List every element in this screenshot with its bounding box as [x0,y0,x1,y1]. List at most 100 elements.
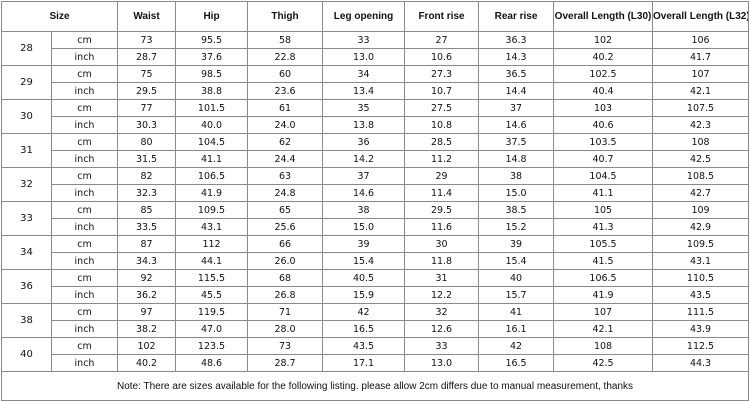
value-cell: 38.2 [117,320,177,338]
value-cell: 41.1 [553,184,654,202]
value-cell: 38.5 [478,201,555,219]
column-header: Leg opening [322,1,406,32]
value-cell: 37.5 [478,133,555,151]
value-cell: 47.0 [175,320,249,338]
value-cell: 66 [247,235,324,253]
value-cell: 16.5 [478,354,555,372]
unit-cell: cm [50,167,119,185]
value-cell: 11.2 [404,150,480,168]
value-cell: 33 [404,337,480,355]
value-cell: 15.4 [322,252,406,270]
value-cell: 12.2 [404,286,480,304]
value-cell: 11.8 [404,252,480,270]
value-cell: 107 [652,65,750,83]
value-cell: 13.0 [404,354,480,372]
table-row: 32 cm 82 106.5 63 37 29 38 104.5 108.5 [1,167,750,202]
unit-cell: inch [50,320,119,338]
value-cell: 45.5 [175,286,249,304]
value-cell: 41.9 [175,184,249,202]
value-cell: 103.5 [553,133,654,151]
value-cell: 40 [478,269,555,287]
value-cell: 109.5 [175,201,249,219]
value-cell: 22.8 [247,48,324,66]
value-cell: 77 [117,99,177,117]
value-cell: 14.6 [322,184,406,202]
table-row: inch 36.2 45.5 26.8 15.9 12.2 15.7 41.9 43.5 [2,286,750,304]
value-cell: 39 [322,235,406,253]
value-cell: 14.4 [478,82,555,100]
table-body: 28 cm 73 95.5 58 33 27 36.3 102 106 inch 28.7 37.6 22… [0,31,750,401]
value-cell: 40.7 [553,150,654,168]
value-cell: 41.7 [652,48,750,66]
value-cell: 48.6 [175,354,249,372]
value-cell: 87 [117,235,177,253]
value-cell: 104.5 [175,133,249,151]
value-cell: 41 [478,303,555,321]
unit-cell: inch [50,150,119,168]
value-cell: 12.6 [404,320,480,338]
value-cell: 28.7 [247,354,324,372]
value-cell: 42 [322,303,406,321]
value-cell: 107.5 [652,99,750,117]
value-cell: 14.3 [478,48,555,66]
value-cell: 28.7 [117,48,177,66]
table-row: inch 30.3 40.0 24.0 13.8 10.8 14.6 40.6 42.3 [2,116,750,134]
value-cell: 112.5 [652,337,750,355]
value-cell: 34.3 [117,252,177,270]
column-header: Rear rise [478,1,555,32]
unit-cell: cm [50,337,119,355]
value-cell: 14.8 [478,150,555,168]
value-cell: 105.5 [553,235,654,253]
value-cell: 106.5 [553,269,654,287]
value-cell: 41.3 [553,218,654,236]
unit-cell: cm [50,235,119,253]
unit-cell: inch [50,48,119,66]
value-cell: 61 [247,99,324,117]
value-cell: 27.5 [404,99,480,117]
value-cell: 29.5 [117,82,177,100]
value-cell: 108.5 [652,167,750,185]
unit-cell: inch [50,116,119,134]
table-row: 29 cm 75 98.5 60 34 27.3 36.5 102.5 107 [1,65,750,100]
value-cell: 123.5 [175,337,249,355]
value-cell: 24.8 [247,184,324,202]
value-cell: 40.4 [553,82,654,100]
value-cell: 43.5 [322,337,406,355]
value-cell: 29 [404,167,480,185]
value-cell: 37.6 [175,48,249,66]
value-cell: 38 [478,167,555,185]
value-cell: 25.6 [247,218,324,236]
size-cell: 33 [1,201,52,236]
size-cell: 28 [1,31,52,66]
value-cell: 37 [322,167,406,185]
value-cell: 101.5 [175,99,249,117]
value-cell: 71 [247,303,324,321]
value-cell: 15.9 [322,286,406,304]
value-cell: 40.0 [175,116,249,134]
unit-cell: cm [50,303,119,321]
value-cell: 73 [117,31,177,49]
size-cell: 40 [1,337,52,372]
value-cell: 10.7 [404,82,480,100]
unit-cell: inch [50,354,119,372]
value-cell: 115.5 [175,269,249,287]
value-cell: 110.5 [652,269,750,287]
value-cell: 119.5 [175,303,249,321]
value-cell: 58 [247,31,324,49]
column-header: Front rise [404,1,480,32]
unit-cell: cm [50,65,119,83]
unit-cell: inch [50,82,119,100]
value-cell: 106 [652,31,750,49]
value-cell: 107 [553,303,654,321]
value-cell: 24.0 [247,116,324,134]
table-row: inch 34.3 44.1 26.0 15.4 11.8 15.4 41.5 43.1 [2,252,750,270]
value-cell: 65 [247,201,324,219]
value-cell: 109 [652,201,750,219]
value-cell: 82 [117,167,177,185]
value-cell: 68 [247,269,324,287]
value-cell: 35 [322,99,406,117]
size-cell: 31 [1,133,52,168]
table-row: 28 cm 73 95.5 58 33 27 36.3 102 106 [1,31,750,66]
value-cell: 16.5 [322,320,406,338]
